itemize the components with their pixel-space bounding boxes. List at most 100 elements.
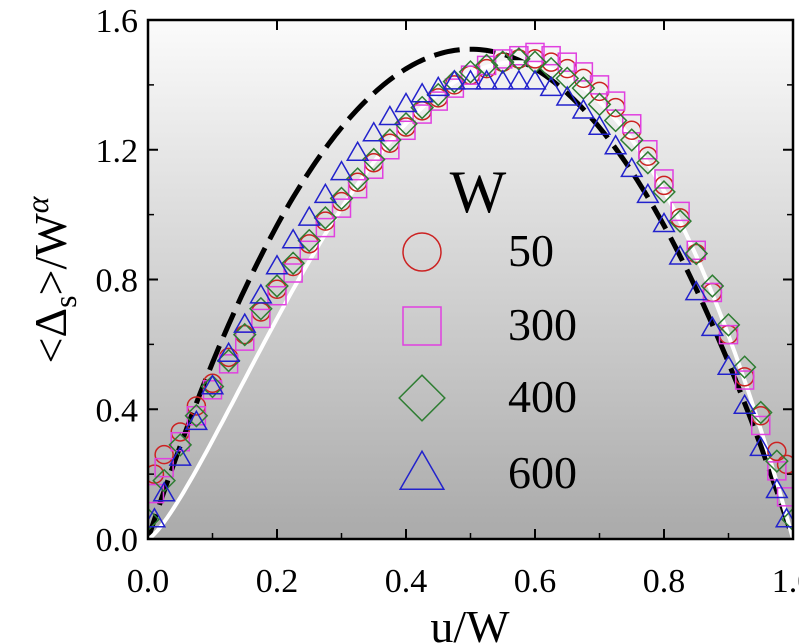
data-point-square xyxy=(202,380,223,400)
data-point-square xyxy=(654,169,674,189)
data-point-diamond xyxy=(410,95,434,120)
data-point-circle xyxy=(767,441,787,462)
data-point-triangle xyxy=(410,82,434,103)
data-point-diamond xyxy=(345,167,370,191)
data-point-triangle xyxy=(233,312,257,333)
data-point-triangle xyxy=(539,75,563,97)
legend-marker-diamond xyxy=(398,374,446,422)
data-point-square xyxy=(267,285,287,306)
data-point-square xyxy=(702,282,723,303)
data-point-square xyxy=(509,45,529,66)
data-point-diamond xyxy=(232,322,257,347)
data-point-triangle xyxy=(265,254,289,275)
data-point-triangle xyxy=(168,445,192,466)
data-point-diamond xyxy=(490,50,515,75)
data-point-diamond xyxy=(619,128,644,152)
data-point-diamond xyxy=(361,147,386,172)
data-point-diamond xyxy=(281,251,305,276)
data-point-triangle xyxy=(329,160,354,181)
y-tick-label: 0.0 xyxy=(96,522,139,559)
data-point-diamond xyxy=(297,228,322,253)
data-point-diamond xyxy=(265,274,289,298)
data-point-square xyxy=(412,104,432,124)
data-point-diamond xyxy=(700,274,725,298)
data-point-triangle xyxy=(458,69,483,90)
data-point-square xyxy=(670,201,690,222)
data-point-diamond xyxy=(168,433,193,457)
data-point-square xyxy=(218,354,239,374)
data-point-triangle xyxy=(523,69,547,90)
series-square xyxy=(148,42,793,507)
x-tick-label: 1.0 xyxy=(772,563,799,600)
data-point-diamond xyxy=(555,66,580,91)
plot-background xyxy=(148,20,793,539)
data-point-diamond xyxy=(636,150,660,175)
data-point-diamond xyxy=(474,53,499,78)
x-tick-label: 0.4 xyxy=(385,563,428,600)
data-point-square xyxy=(170,431,190,452)
data-point-diamond xyxy=(603,108,628,133)
data-point-square xyxy=(251,308,271,329)
data-point-triangle xyxy=(281,228,305,249)
y-tick-label: 0.4 xyxy=(96,392,139,429)
legend-label: 300 xyxy=(508,299,577,350)
x-tick-label: 0.8 xyxy=(643,563,686,600)
data-point-diamond xyxy=(652,180,676,204)
data-point-square xyxy=(315,217,336,238)
legend: W 50 300 400 600 xyxy=(398,159,577,498)
legend-marker-circle xyxy=(402,232,442,272)
data-point-square xyxy=(493,49,513,69)
data-point-triangle xyxy=(668,244,692,265)
data-point-triangle xyxy=(442,69,467,90)
data-point-triangle xyxy=(474,69,499,90)
data-point-diamond xyxy=(394,111,418,136)
data-point-triangle xyxy=(152,481,176,502)
x-tick-label: 0.2 xyxy=(256,563,299,600)
data-point-diamond xyxy=(200,374,225,399)
data-point-triangle xyxy=(491,69,515,90)
data-point-square xyxy=(299,240,319,261)
data-point-square xyxy=(380,140,400,160)
data-point-triangle xyxy=(200,374,225,395)
data-point-triangle xyxy=(603,134,628,155)
data-point-square xyxy=(573,62,594,82)
legend-marker-triangle xyxy=(398,449,446,490)
legend-label: 600 xyxy=(508,447,577,498)
x-tick-label: 0.0 xyxy=(127,563,170,600)
data-point-diamond xyxy=(313,206,338,230)
data-point-square xyxy=(396,120,416,141)
data-point-square xyxy=(154,457,174,478)
data-point-square xyxy=(638,140,658,160)
data-point-triangle xyxy=(684,280,708,301)
data-point-square xyxy=(525,42,545,63)
data-point-diamond xyxy=(249,296,273,321)
solid-fit-curve xyxy=(148,60,793,539)
data-point-triangle xyxy=(636,182,660,204)
data-point-triangle xyxy=(774,507,793,528)
data-point-triangle xyxy=(345,140,370,161)
data-point-diamond xyxy=(716,313,741,337)
data-point-diamond xyxy=(329,186,354,211)
data-point-circle xyxy=(154,444,174,465)
data-point-square xyxy=(734,370,755,390)
data-point-square xyxy=(541,45,561,66)
data-point-square xyxy=(364,159,384,179)
data-point-diamond xyxy=(523,50,547,75)
y-tick-label: 1.6 xyxy=(96,3,139,40)
data-point-triangle xyxy=(749,435,773,457)
y-tick-label: 1.2 xyxy=(96,133,139,170)
data-point-triangle xyxy=(507,69,531,90)
legend-title: W xyxy=(450,159,507,225)
data-point-triangle xyxy=(732,393,757,414)
data-point-triangle xyxy=(378,105,402,126)
data-point-triangle xyxy=(765,478,789,499)
data-point-diamond xyxy=(184,403,209,428)
data-point-triangle xyxy=(148,507,167,528)
data-point-diamond xyxy=(765,449,789,474)
y-tick-label: 0.8 xyxy=(96,263,139,300)
data-point-diamond xyxy=(152,468,176,493)
data-point-triangle xyxy=(700,315,725,337)
data-point-square xyxy=(686,240,706,261)
data-point-square xyxy=(347,178,368,199)
legend-label: 50 xyxy=(508,225,554,276)
